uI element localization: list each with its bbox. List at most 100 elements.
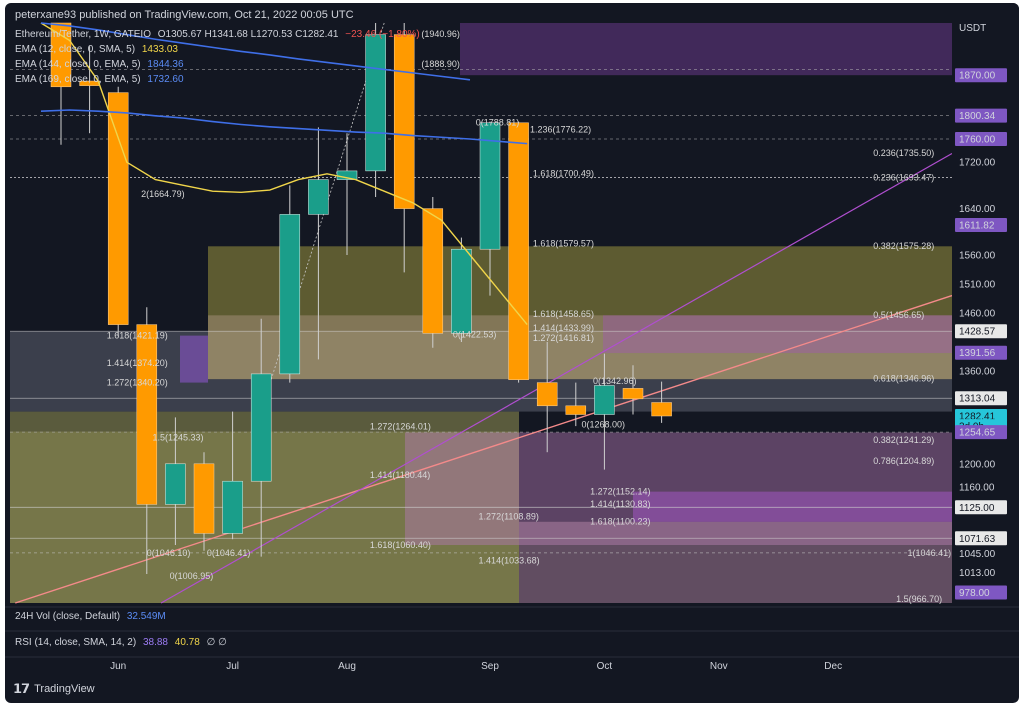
- fib-zone: [460, 23, 952, 76]
- candle-body[interactable]: [651, 402, 672, 417]
- ema12-line[interactable]: [40, 22, 528, 326]
- price-axis-label: 1760.00: [959, 135, 996, 146]
- price-tag-bg: [955, 391, 1007, 406]
- fib-label: 0(1046.41): [207, 548, 251, 558]
- indicator-value: 1433.03: [141, 44, 178, 55]
- volume-pane-label[interactable]: 24H Vol (close, Default) 32.549M: [15, 611, 166, 622]
- indicator-ema12[interactable]: EMA (12, close, 0, SMA, 5) 1433.03: [15, 42, 420, 57]
- fib-label: 0.382(1241.29): [873, 435, 934, 445]
- legend: Ethereum/Tether, 1W, GATEIO O1305.67 H13…: [15, 27, 420, 87]
- candle-body[interactable]: [479, 122, 501, 250]
- fib-label: 1.5(966.70): [896, 594, 942, 604]
- fib-zone: [519, 521, 952, 603]
- price-axis-label: 1560.00: [959, 251, 996, 262]
- price-axis-label: 978.00: [959, 588, 990, 599]
- fib-label: 0(1268.00): [582, 419, 626, 429]
- fib-label: 0(1788.81): [476, 117, 520, 127]
- fib-label: 1.414(1033.68): [479, 555, 540, 565]
- price-tag-bg: [955, 500, 1007, 515]
- indicator-label: EMA (169, close, 0, EMA, 5): [15, 74, 141, 85]
- fib-label: 1.272(1108.89): [479, 512, 539, 522]
- time-axis-label: Aug: [338, 661, 356, 672]
- fib-label: (1940.96): [421, 29, 460, 39]
- price-change: −23.46 (−1.80%): [345, 29, 420, 40]
- price-axis-label: 1460.00: [959, 309, 996, 320]
- candle-body[interactable]: [422, 208, 444, 334]
- fib-label: 0(1422.53): [453, 330, 497, 340]
- fib-label: 1.414(1180.44): [370, 470, 430, 480]
- price-axis-label: 1282.41: [959, 412, 996, 423]
- candle-body[interactable]: [308, 179, 329, 215]
- fib-label: 0.5(1456.65): [873, 310, 924, 320]
- brand: 𝟭𝟳 TradingView: [13, 681, 95, 697]
- candle-body[interactable]: [622, 388, 644, 400]
- fib-label: 1.618(1700.49): [533, 169, 594, 179]
- ema169-line[interactable]: [40, 22, 471, 81]
- candle-body[interactable]: [107, 92, 129, 325]
- fib-zone: [208, 315, 952, 380]
- fib-label: 0(1006.95): [170, 571, 214, 581]
- fib-zone: [405, 432, 952, 545]
- candle-body[interactable]: [250, 373, 272, 482]
- candle-body[interactable]: [536, 382, 558, 407]
- fib-label: 1.414(1130.83): [590, 499, 650, 509]
- candle-body[interactable]: [222, 480, 243, 534]
- fib-label: 0(1342.96): [593, 376, 637, 386]
- candle-body[interactable]: [165, 463, 186, 505]
- trendline-dotted[interactable]: [255, 22, 385, 430]
- trendline-salmon[interactable]: [15, 294, 953, 604]
- fib-label: 0(1046.10): [147, 548, 191, 558]
- indicator-label: EMA (144, close, 0, EMA, 5): [15, 59, 141, 70]
- volume-label: 24H Vol (close, Default): [15, 611, 121, 622]
- price-axis-label: 1013.00: [959, 568, 996, 579]
- price-axis[interactable]: [952, 3, 1019, 608]
- price-axis-label: 1800.34: [959, 111, 996, 122]
- indicator-value: 1844.36: [147, 59, 184, 70]
- chart-frame: (1940.96) (1888.90) 0(1788.81) 1.236(1776.2…: [5, 3, 1019, 703]
- candle-body[interactable]: [565, 405, 587, 415]
- price-axis-label: 1160.00: [959, 483, 995, 494]
- rsi-hidden-icons[interactable]: ∅ ∅: [206, 637, 227, 648]
- price-axis-label: 1611.82: [959, 220, 995, 231]
- fib-label: 1.272(1152.14): [590, 487, 650, 497]
- price-axis-label: 1428.57: [959, 327, 996, 338]
- price-axis-label: 1640.00: [959, 204, 996, 215]
- price-tag-bg: [955, 217, 1007, 232]
- price-tag-bg: [955, 345, 1007, 360]
- price-axis-label: 1313.04: [959, 394, 996, 405]
- indicator-value: 1732.60: [147, 74, 184, 85]
- trendline-purple[interactable]: [160, 152, 953, 604]
- publish-info: peterxane93 published on TradingView.com…: [15, 9, 354, 21]
- time-axis-label: Jun: [110, 661, 126, 672]
- candle-body[interactable]: [193, 463, 215, 534]
- time-axis-label: Jul: [226, 661, 239, 672]
- ema144-line[interactable]: [40, 109, 528, 145]
- price-axis-label: 1720.00: [959, 158, 996, 169]
- volume-value: 32.549M: [126, 611, 166, 622]
- rsi-value-1: 38.88: [142, 637, 168, 648]
- candle-body[interactable]: [136, 324, 158, 505]
- fib-label: 0.786(1204.89): [873, 456, 934, 466]
- fib-label: 1.5(1245.33): [153, 433, 204, 443]
- fib-zone: [180, 335, 208, 383]
- price-axis-label: 1254.65: [959, 428, 996, 439]
- fib-label: 0.236(1693.47): [873, 173, 934, 183]
- indicator-ema144[interactable]: EMA (144, close, 0, EMA, 5) 1844.36: [15, 57, 420, 72]
- candle-body[interactable]: [279, 214, 301, 375]
- price-axis-label: 1071.63: [959, 534, 996, 545]
- time-axis-label: Dec: [824, 661, 842, 672]
- price-tag-bg: [955, 132, 1007, 146]
- fib-zone: [208, 246, 952, 380]
- symbol-line: Ethereum/Tether, 1W, GATEIO O1305.67 H13…: [15, 27, 420, 42]
- candle-body[interactable]: [508, 122, 529, 380]
- indicator-ema169[interactable]: EMA (169, close, 0, EMA, 5) 1732.60: [15, 72, 420, 87]
- candle-body[interactable]: [594, 385, 615, 415]
- rsi-pane-label[interactable]: RSI (14, close, SMA, 14, 2) 38.88 40.78 …: [15, 637, 227, 648]
- price-tag-bg: [955, 68, 1007, 83]
- fib-label: 0.382(1575.28): [873, 241, 934, 251]
- candle-body[interactable]: [451, 248, 472, 334]
- ohlc-values: O1305.67 H1341.68 L1270.53 C1282.41: [157, 29, 339, 40]
- price-chart[interactable]: (1940.96) (1888.90) 0(1788.81) 1.236(1776.2…: [5, 3, 1019, 703]
- fib-label: 1.272(1416.81): [533, 333, 594, 343]
- candle-body[interactable]: [393, 34, 415, 209]
